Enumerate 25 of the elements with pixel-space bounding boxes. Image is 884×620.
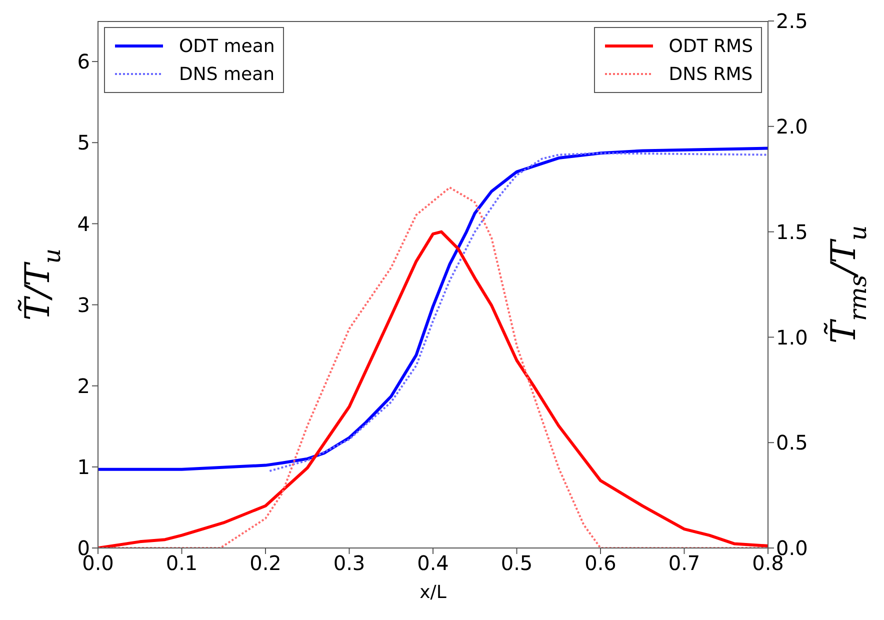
legend-label: ODT mean [179, 36, 275, 56]
line-series [98, 146, 768, 471]
x-tick-label: 0.4 [417, 551, 449, 576]
line-series [268, 152, 768, 472]
legend-label: DNS RMS [668, 64, 753, 84]
y-tick-label: 2 [77, 374, 90, 398]
y2-tick-label: 1.5 [776, 220, 808, 244]
y2-tick-label: 2.5 [776, 9, 808, 34]
x-tick-label: 0.7 [668, 551, 700, 576]
y2-tick-label: 1.0 [776, 325, 808, 350]
x-axis-title: x/L [420, 582, 446, 603]
y2-tick-label: 0.5 [776, 430, 808, 455]
y-tick-label: 3 [77, 292, 90, 317]
legend-label: DNS mean [179, 64, 275, 84]
x-tick-label: 0.1 [166, 551, 198, 576]
y-tick-label: 5 [77, 130, 90, 155]
x-tick-label: 0.5 [500, 551, 533, 576]
y2-tick-label: 2.0 [776, 114, 808, 138]
legend-label: ODT RMS [668, 36, 753, 56]
x-tick-label: 0.3 [333, 551, 366, 576]
y-tick-label: 1 [77, 455, 90, 480]
x-tick-label: 0.2 [250, 551, 282, 576]
y-tick-label: 4 [77, 212, 90, 236]
x-tick-label: 0.6 [584, 551, 616, 576]
y-tick-label: 6 [77, 50, 90, 74]
